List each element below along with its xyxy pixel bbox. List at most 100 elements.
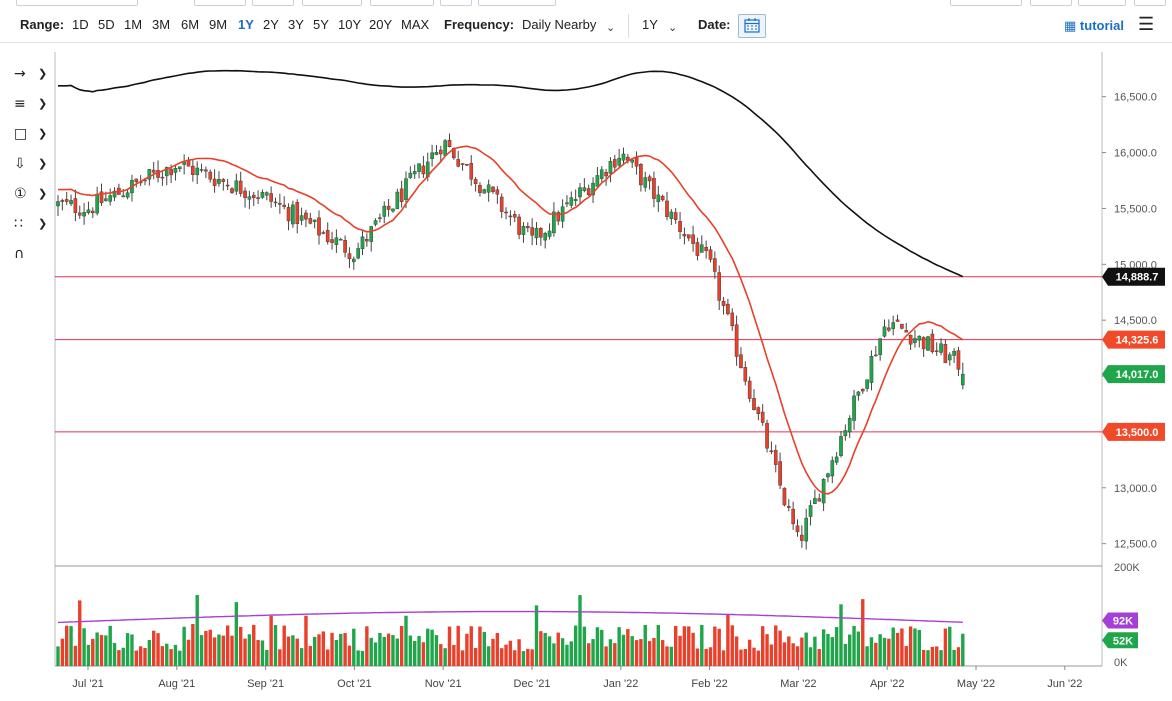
volume-bar <box>521 651 526 666</box>
candle-body <box>617 157 621 166</box>
range-6m[interactable]: 6M <box>181 17 200 32</box>
volume-bar <box>121 647 125 666</box>
volume-bar <box>399 626 404 666</box>
range-20y[interactable]: 20Y <box>369 17 393 32</box>
volume-bar <box>317 634 321 666</box>
range-1d[interactable]: 1D <box>72 17 89 32</box>
candle-body <box>473 179 478 184</box>
range-3y[interactable]: 3Y <box>288 17 304 32</box>
tool-counter[interactable]: ① ❯ <box>12 184 52 208</box>
volume-bar <box>552 643 556 666</box>
volume-bar <box>587 643 591 666</box>
volume-bar <box>674 625 678 666</box>
volume-bar <box>691 632 695 666</box>
top-tab[interactable] <box>950 0 1022 6</box>
volume-bar <box>243 638 247 666</box>
volume-bar <box>326 649 330 666</box>
top-tab[interactable] <box>440 0 472 6</box>
frequency-select[interactable]: Daily Nearby <box>522 17 597 32</box>
chevron-down-icon[interactable]: ⌄ <box>606 22 616 34</box>
volume-bar <box>782 642 787 666</box>
volume-bar <box>874 642 878 666</box>
volume-bar <box>900 628 904 666</box>
candle-body <box>904 330 909 333</box>
y-tick-label: 16,000.0 <box>1114 148 1157 160</box>
period-select[interactable]: 1Y <box>642 17 658 32</box>
top-tab[interactable] <box>370 0 434 6</box>
tool-fib[interactable]: ≡ ❯ <box>12 94 52 118</box>
volume-bar <box>469 626 473 666</box>
top-tab[interactable] <box>252 0 294 6</box>
candle-body <box>565 202 569 205</box>
volume-bar <box>73 645 78 666</box>
top-tab[interactable] <box>194 0 246 6</box>
tutorial-link[interactable]: ▦ tutorial <box>1064 18 1124 34</box>
volume-bar <box>108 625 112 666</box>
tool-measure[interactable]: ∷ ❯ <box>12 214 52 238</box>
range-1y[interactable]: 1Y <box>238 17 254 32</box>
volume-bar <box>726 614 730 666</box>
candle-body <box>269 193 273 202</box>
x-tick-label: Dec '21 <box>514 678 551 690</box>
range-2y[interactable]: 2Y <box>263 17 279 32</box>
tool-arrow[interactable]: ⇩ ❯ <box>12 154 52 178</box>
price-badge-shape <box>1102 422 1165 441</box>
candle-body <box>177 166 182 169</box>
candle-body <box>769 450 774 453</box>
volume-bar <box>639 639 643 666</box>
tool-magnet[interactable]: ∩ <box>12 244 52 268</box>
top-tab[interactable] <box>1078 0 1126 6</box>
range-5d[interactable]: 5D <box>98 17 115 32</box>
volume-bar <box>652 638 656 666</box>
top-tab[interactable] <box>16 0 138 6</box>
volume-bar <box>456 625 460 666</box>
tool-rectangle[interactable]: □ ❯ <box>12 124 52 148</box>
moving-average-long <box>58 69 964 278</box>
volume-bar <box>186 639 191 666</box>
candle-body <box>673 212 678 220</box>
hamburger-menu-icon[interactable]: ☰ <box>1138 14 1155 34</box>
x-tick-label: Sep '21 <box>247 678 284 690</box>
candle-body <box>491 186 495 192</box>
x-tick-label: Jul '21 <box>72 678 103 690</box>
candle-body <box>478 185 482 193</box>
candle-body <box>739 354 743 369</box>
volume-bar <box>526 648 530 666</box>
volume-bar <box>560 638 565 666</box>
candle-body <box>121 195 126 198</box>
candle-body <box>286 207 291 222</box>
volume-badge-shape <box>1102 632 1138 649</box>
candle-body <box>704 246 708 251</box>
range-max[interactable]: MAX <box>401 17 430 32</box>
volume-bar <box>756 650 761 666</box>
volume-bar <box>95 632 99 666</box>
candle-body <box>265 192 269 196</box>
candle-body <box>917 335 922 341</box>
top-tab[interactable] <box>1030 0 1072 6</box>
top-tab[interactable] <box>478 0 556 6</box>
candle-body <box>404 178 408 200</box>
x-tick-label: Feb '22 <box>691 678 727 690</box>
range-3m[interactable]: 3M <box>152 17 171 32</box>
top-tab[interactable] <box>1134 0 1166 6</box>
candle-body <box>134 178 139 183</box>
volume-bar <box>147 639 152 666</box>
volume-bar <box>395 638 399 666</box>
x-tick-label: May '22 <box>957 678 995 690</box>
candle-body <box>856 391 861 396</box>
chevron-down-icon[interactable]: ⌄ <box>668 22 678 34</box>
candle-body <box>291 204 295 225</box>
candle-body <box>421 165 426 175</box>
candle-body <box>730 312 735 327</box>
range-9m[interactable]: 9M <box>209 17 228 32</box>
calendar-icon[interactable] <box>738 14 766 38</box>
volume-bar <box>848 634 852 666</box>
top-tab[interactable] <box>302 0 362 6</box>
candle-body <box>582 187 587 191</box>
tool-line[interactable]: → ❯ <box>12 64 52 88</box>
candle-body <box>639 163 643 186</box>
range-1m[interactable]: 1M <box>124 17 143 32</box>
range-5y[interactable]: 5Y <box>313 17 329 32</box>
range-10y[interactable]: 10Y <box>338 17 362 32</box>
